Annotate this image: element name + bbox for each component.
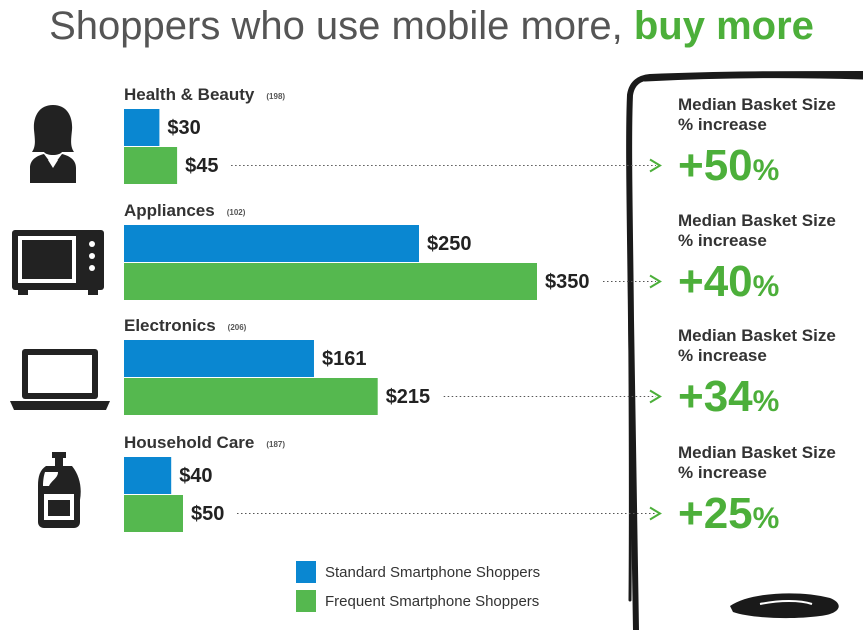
- category-label: Health & Beauty: [124, 85, 255, 104]
- value-label-frequent: $215: [386, 386, 431, 408]
- bar-standard: [124, 109, 160, 146]
- arrowhead: [649, 274, 662, 289]
- arrowhead: [649, 506, 662, 521]
- chart-title-accent: buy more: [633, 4, 814, 48]
- value-label-frequent: $50: [191, 503, 224, 525]
- bars-layer: Health & Beauty (198) $30 $45 Median Basket …: [124, 85, 836, 538]
- increase-heading: Median Basket Size: [678, 443, 836, 462]
- increase-unit: %: [753, 385, 780, 418]
- bar-standard: [124, 340, 314, 377]
- bar-frequent: [124, 378, 378, 415]
- value-label-standard: $40: [179, 465, 212, 487]
- arrowhead: [649, 389, 662, 404]
- increase-number: +34: [678, 372, 753, 421]
- increase-subheading: % increase: [678, 115, 767, 134]
- bar-frequent: [124, 495, 183, 532]
- increase-heading: Median Basket Size: [678, 211, 836, 230]
- increase-number: +40: [678, 257, 753, 306]
- legend: Standard Smartphone Shoppers Frequent Sm…: [296, 561, 540, 612]
- legend-label-standard: Standard Smartphone Shoppers: [325, 564, 540, 581]
- increase-value: +50%: [678, 141, 779, 190]
- increase-subheading: % increase: [678, 231, 767, 250]
- legend-swatch-frequent: [296, 590, 316, 612]
- increase-number: +50: [678, 141, 753, 190]
- bar-frequent: [124, 147, 178, 184]
- increase-unit: %: [753, 154, 780, 187]
- arrowhead: [649, 158, 662, 173]
- laptop-icon: [10, 349, 110, 410]
- increase-number: +25: [678, 489, 753, 538]
- bar-standard: [124, 225, 419, 262]
- category-label: Electronics: [124, 316, 216, 335]
- detergent-bottle-icon: [38, 452, 81, 528]
- increase-subheading: % increase: [678, 346, 767, 365]
- woman-icon: [30, 105, 76, 183]
- legend-label-frequent: Frequent Smartphone Shoppers: [325, 593, 539, 610]
- scribble-mark: [730, 593, 839, 619]
- category-label: Household Care: [124, 433, 254, 452]
- sample-size-label: (102): [227, 208, 246, 217]
- category-label: Appliances: [124, 201, 215, 220]
- increase-value: +34%: [678, 372, 779, 421]
- chart-title-main: Shoppers who use mobile more,: [49, 4, 634, 48]
- hand-drawn-frame: [626, 71, 863, 630]
- increase-unit: %: [753, 270, 780, 303]
- chart-title: Shoppers who use mobile more, buy more: [0, 4, 863, 49]
- sample-size-label: (187): [266, 440, 285, 449]
- increase-value: +25%: [678, 489, 779, 538]
- legend-swatch-standard: [296, 561, 316, 583]
- microwave-icon: [12, 230, 104, 295]
- increase-subheading: % increase: [678, 463, 767, 482]
- value-label-standard: $30: [167, 117, 200, 139]
- value-label-standard: $250: [427, 233, 472, 255]
- bar-standard: [124, 457, 172, 494]
- increase-unit: %: [753, 502, 780, 535]
- increase-heading: Median Basket Size: [678, 95, 836, 114]
- increase-value: +40%: [678, 257, 779, 306]
- value-label-frequent: $350: [545, 271, 590, 293]
- value-label-frequent: $45: [185, 155, 218, 177]
- value-label-standard: $161: [322, 348, 367, 370]
- increase-heading: Median Basket Size: [678, 326, 836, 345]
- sample-size-label: (206): [228, 323, 247, 332]
- bar-frequent: [124, 263, 537, 300]
- sample-size-label: (198): [266, 92, 285, 101]
